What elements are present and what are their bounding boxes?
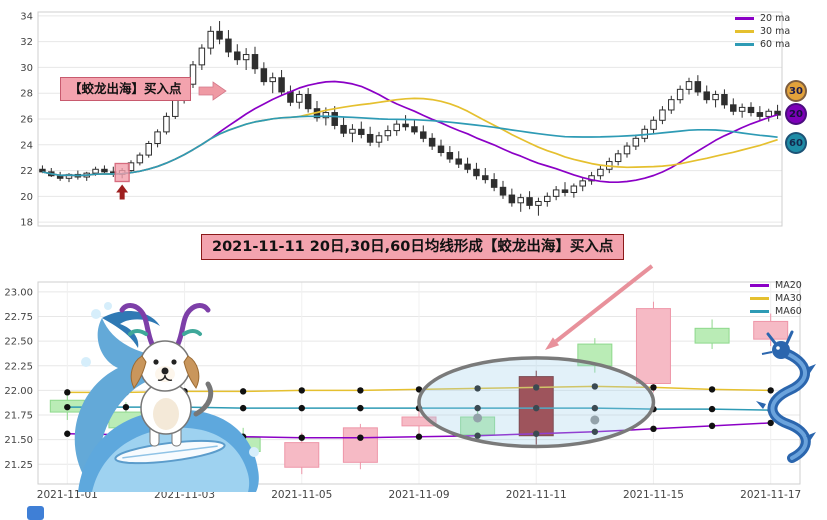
foam-dot [91,309,101,319]
ma-lines [42,80,778,184]
surfing-dog-illustration [74,302,259,492]
dragon-horns [766,330,794,345]
foam-dot [104,302,112,310]
wave-curl [102,311,160,348]
legend-label: MA20 [775,280,802,291]
y-tick-label: 23.00 [4,287,33,298]
y-tick-label: 22.50 [4,337,33,348]
legend-label: MA30 [775,293,802,304]
y-tick-label: 22 [20,166,33,177]
ma-badge-30: 30 [785,80,807,102]
y-tick-label: 21.75 [4,411,33,422]
dragon-body [767,347,811,463]
legend-item: MA30 [750,293,802,304]
dog-antler-branch [182,329,202,336]
corner-glyph [27,506,44,520]
dog-ear [183,355,200,389]
y-tick-label: 32 [20,37,33,48]
dog-mouth [157,374,173,381]
top-annotation-arrow [198,81,227,101]
legend-label: 60 ma [760,39,791,50]
y-tick-label: 22.00 [4,386,33,397]
mid-annotation-arrow [545,264,654,350]
foam-dot [249,447,259,457]
dog-eye [171,359,177,365]
legend-item: 20 ma [735,13,790,24]
x-tick-label: 2021-11-15 [623,489,684,501]
y-tick-label: 28 [20,89,33,100]
foam-dot [81,357,91,367]
legend-line-swatch [735,17,754,20]
y-tick-label: 21.25 [4,460,33,471]
dog-antler-branch [128,329,148,336]
wave-back [74,318,158,480]
legend-label: 30 ma [760,26,791,37]
y-tick-label: 30 [20,63,33,74]
x-tick-label: 2021-11-09 [388,489,449,501]
dog-antler [119,303,155,347]
dragon-eye [776,346,780,350]
legend-line-swatch [735,43,754,46]
y-tick-label: 24 [20,140,33,151]
ma-badge-20: 20 [785,103,807,125]
legend-line-swatch [750,297,769,300]
top-buy-annotation: 【蛟龙出海】买入点 [60,77,191,101]
surfboard [114,439,226,465]
mid-buy-annotation: 2021-11-11 20日,30日,60日均线形成【蛟龙出海】买入点 [201,234,625,261]
ma-badges: 30 20 60 [785,0,815,200]
y-tick-label: 26 [20,115,33,126]
dog-nose [161,367,169,375]
x-tick-label: 2021-11-17 [740,489,801,501]
legend-item: MA20 [750,280,802,291]
legend-item: MA60 [750,306,802,317]
dragon-body-highlight [770,350,808,460]
legend-line-swatch [750,310,769,313]
dog-chest [153,398,179,430]
dragon-head [772,341,790,359]
dog-antler [175,303,211,347]
dog-eye [153,359,159,365]
legend-line-swatch [750,284,769,287]
dragon-fins [756,364,816,441]
legend-item: 30 ma [735,26,790,37]
legend-line-swatch [735,30,754,33]
signal-highlight-ellipse [417,356,656,449]
dragon-whisker [761,351,773,355]
dragon-illustration [756,330,816,463]
buy-point-marker [114,162,130,200]
bottom-chart-legend: MA20 MA30 MA60 [750,280,802,317]
y-tick-label: 18 [20,218,33,229]
legend-item: 60 ma [735,39,790,50]
y-tick-label: 22.25 [4,361,33,372]
y-tick-label: 34 [20,11,33,22]
y-tick-label: 21.50 [4,435,33,446]
top-candlestick-chart: 18 20 22 24 26 28 30 32 34 [20,11,783,229]
x-tick-label: 2021-11-11 [506,489,567,501]
x-tick-label: 2021-11-05 [271,489,332,501]
y-tick-label: 20 [20,192,33,203]
legend-label: MA60 [775,306,802,317]
grid-and-axes: 18 20 22 24 26 28 30 32 34 [20,11,783,229]
y-tick-label: 22.75 [4,312,33,323]
dog-ear [130,355,147,389]
ma-badge-60: 60 [785,132,807,154]
dog-tail [193,381,214,417]
candlestick-series [39,21,781,216]
top-chart-legend: 20 ma 30 ma 60 ma [735,13,790,50]
legend-label: 20 ma [760,13,791,24]
